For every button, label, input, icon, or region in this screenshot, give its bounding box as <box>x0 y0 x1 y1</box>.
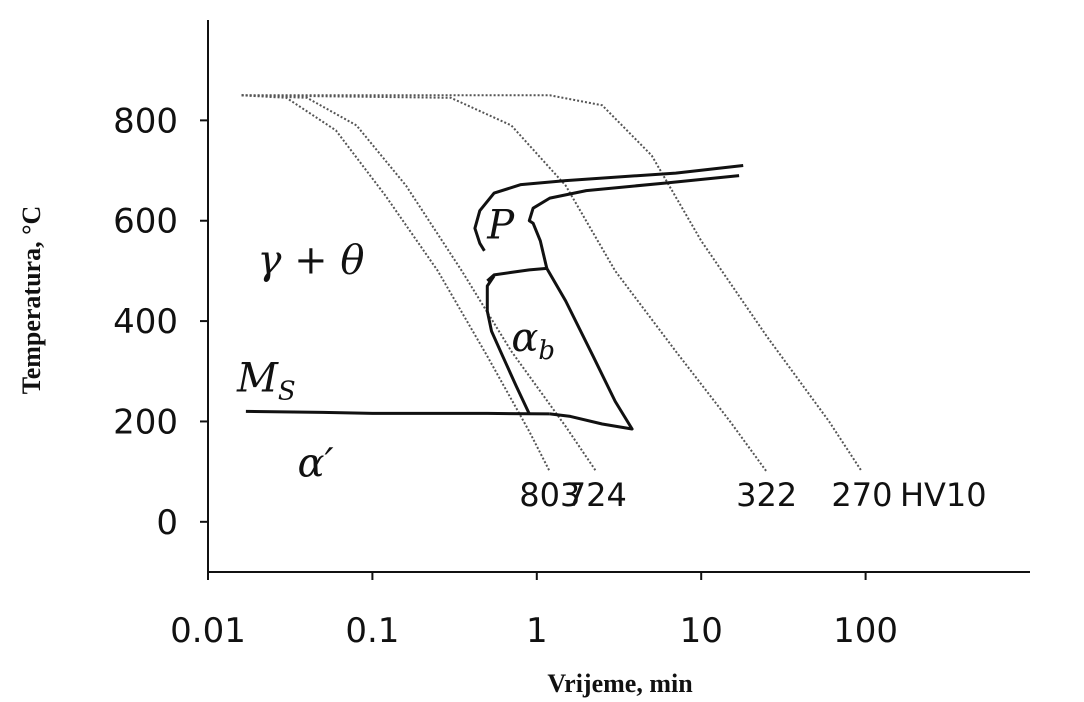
x-tick-label: 100 <box>833 611 898 651</box>
transformation-line <box>473 164 744 252</box>
transformation-line <box>486 266 547 283</box>
region-labels: γ + θ Pαb MSα′ <box>236 202 555 486</box>
hardness-label: 724 <box>566 476 627 514</box>
region-label: αb <box>511 315 555 366</box>
x-tick-label: 10 <box>680 611 723 651</box>
cooling-curve <box>241 94 863 473</box>
x-axis-ticks: 0.01 0.1 1 10 100 <box>170 572 898 651</box>
region-label: MS <box>236 355 296 406</box>
y-tick-label: 0 <box>156 503 178 543</box>
transformation-line <box>527 174 740 269</box>
y-axis-ticks: 0 200 400 600 800 <box>113 101 208 543</box>
y-tick-label: 400 <box>113 302 178 342</box>
y-tick-label: 600 <box>113 202 178 242</box>
y-tick-label: 200 <box>113 402 178 442</box>
transformation-line <box>245 409 550 416</box>
transformation-line <box>485 275 531 415</box>
x-tick-label: 1 <box>526 611 548 651</box>
x-tick-label: 0.01 <box>170 611 246 651</box>
transformation-lines <box>245 164 744 431</box>
cooling-curve <box>241 94 768 473</box>
hardness-label: 322 <box>736 476 797 514</box>
region-label: γ + θ <box>257 237 364 283</box>
x-tick-label: 0.1 <box>345 611 399 651</box>
transformation-line <box>545 267 634 431</box>
hardness-unit: HV10 <box>900 476 987 514</box>
y-tick-label: 800 <box>113 101 178 141</box>
region-label: P <box>486 202 515 248</box>
hardness-label: 803 <box>519 476 580 514</box>
cooling-curve <box>241 94 551 473</box>
hardness-label: 270 <box>831 476 892 514</box>
x-axis-label: Vrijeme, min <box>547 669 693 698</box>
y-axis-label: Temperatura, °C <box>17 206 46 395</box>
region-label: α′ <box>297 441 333 487</box>
